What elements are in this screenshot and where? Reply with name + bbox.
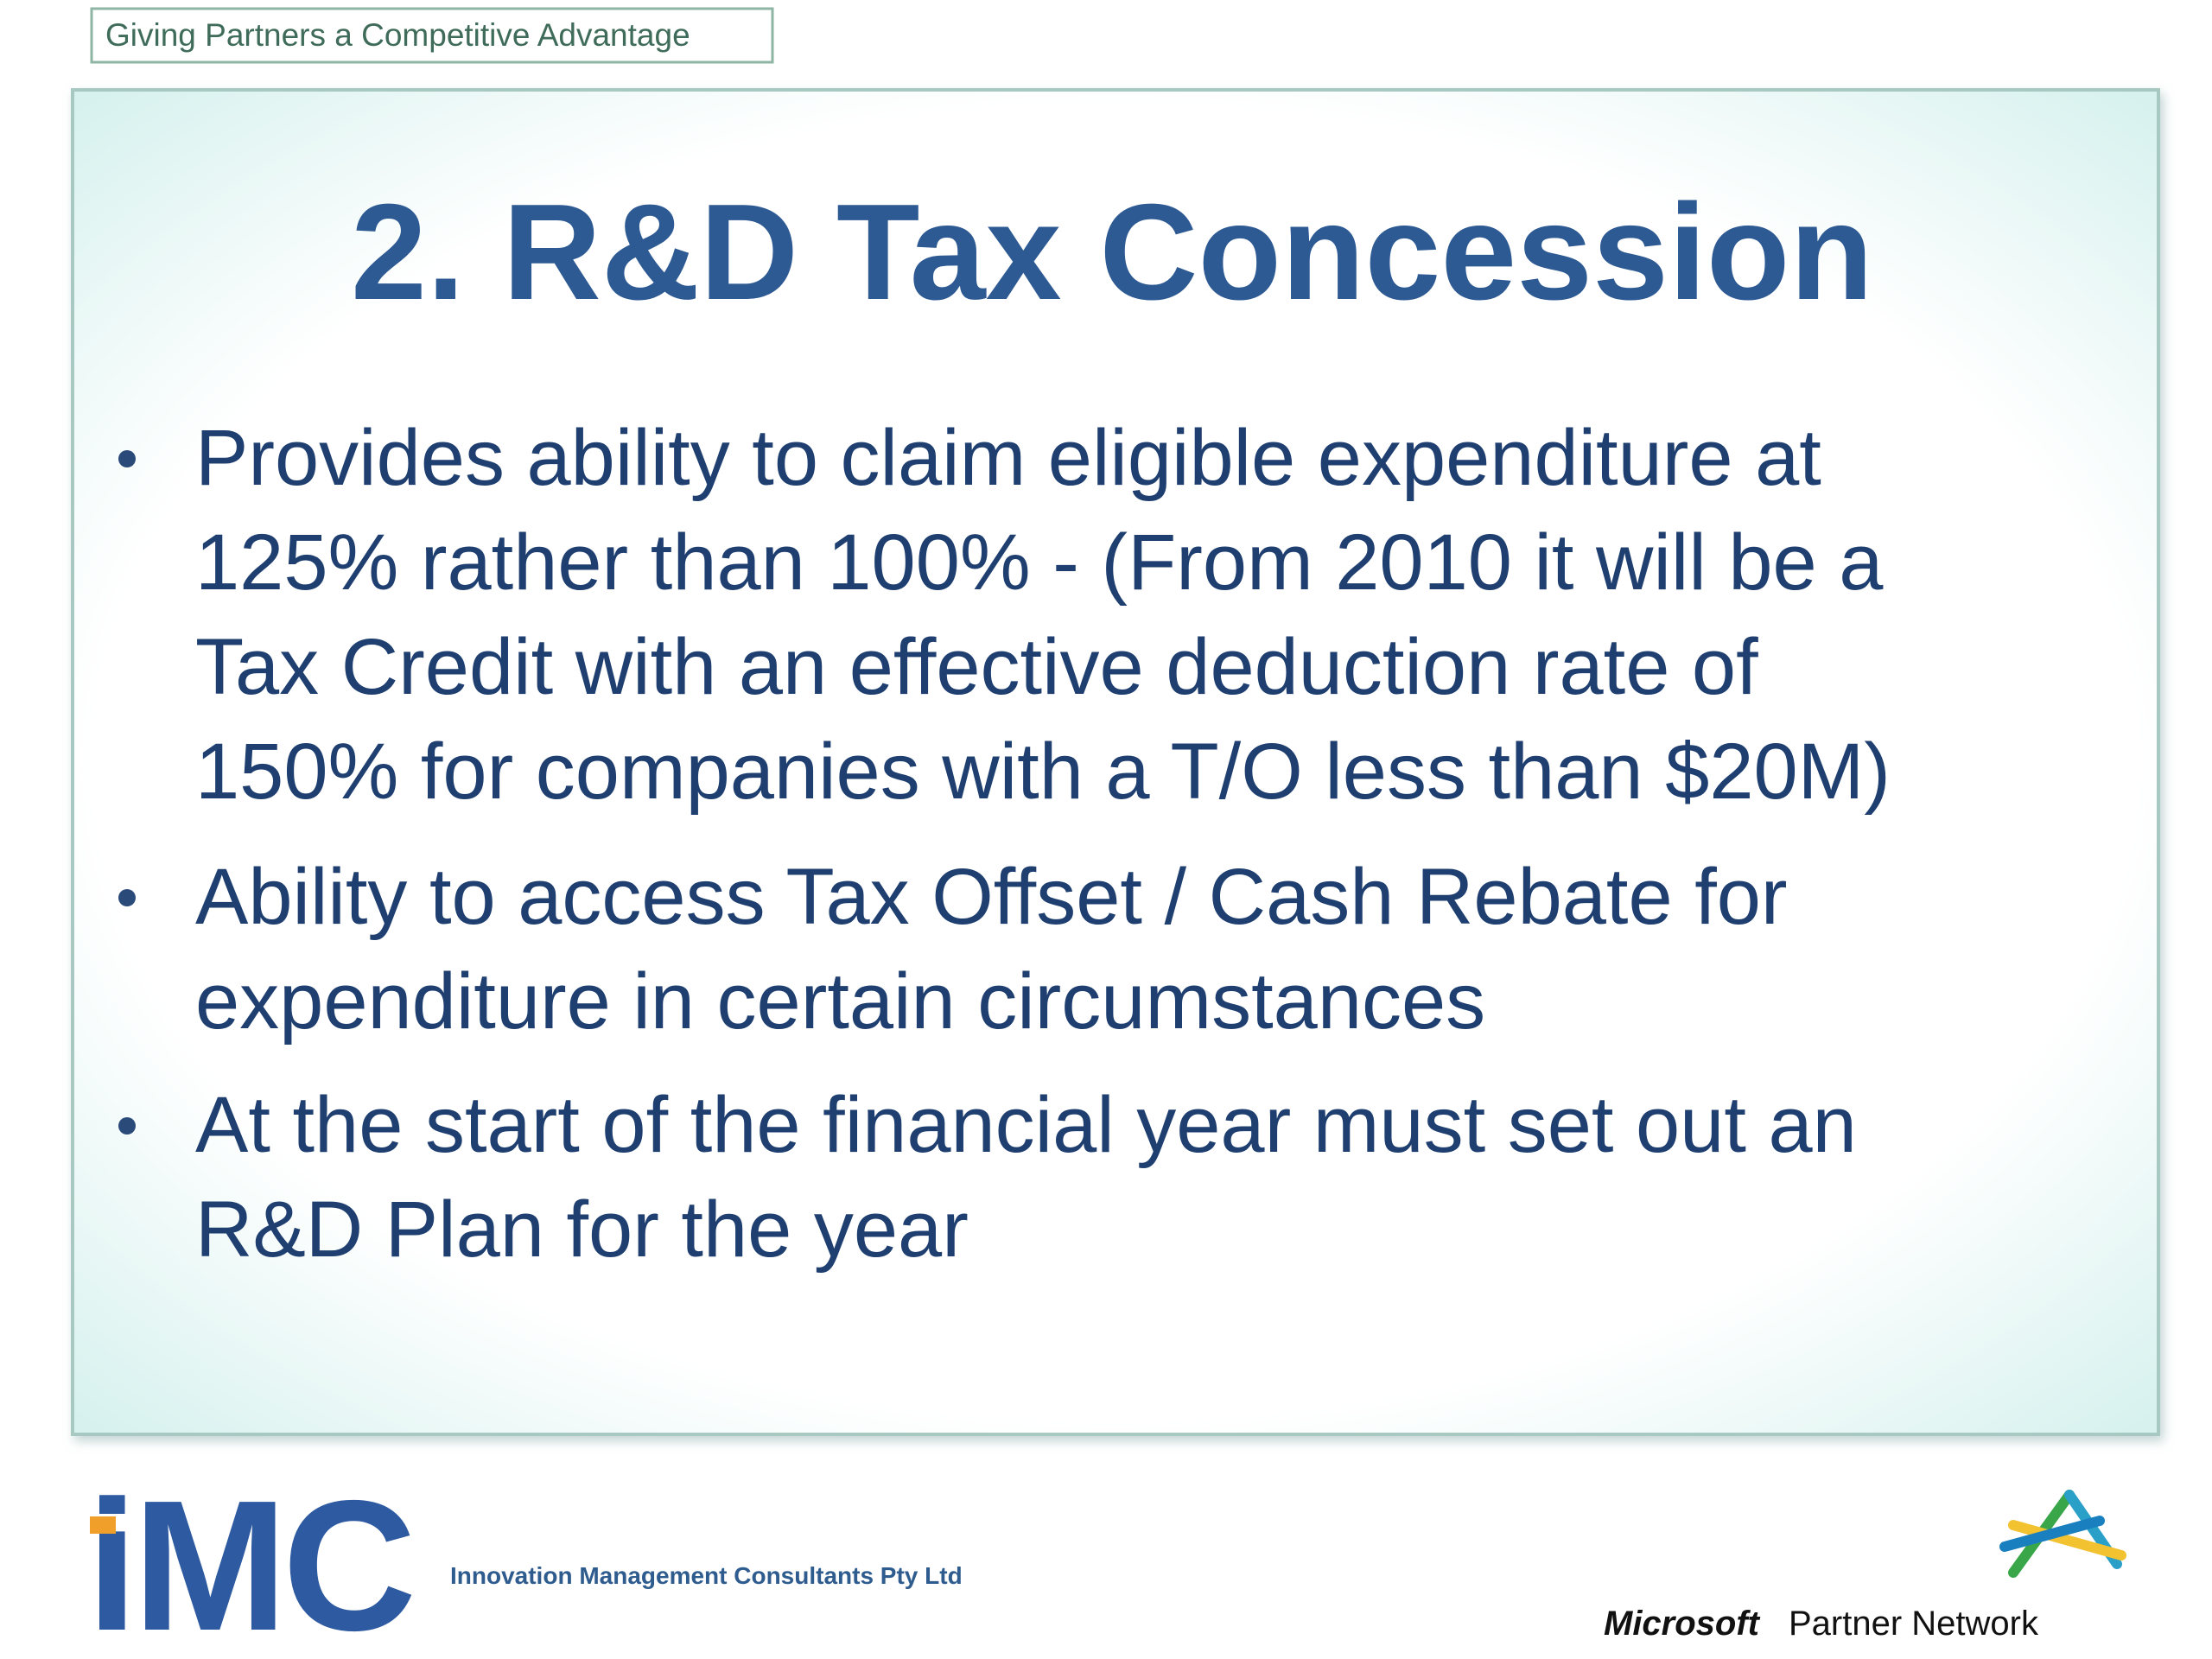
bullet-line: R&D Plan for the year	[195, 1185, 969, 1274]
partner-program: Partner Network	[1789, 1605, 2039, 1643]
bullet-list: Provides ability to claim eligible expen…	[118, 414, 1891, 1274]
bullet-line: Provides ability to claim eligible expen…	[195, 414, 1821, 502]
bullet-dot	[118, 889, 136, 906]
partner-icon	[1999, 1490, 2126, 1578]
bullet-dot	[118, 450, 136, 467]
imc-logo: iMC	[86, 1461, 412, 1659]
company-name: Innovation Management Consultants Pty Lt…	[450, 1562, 963, 1589]
bullet-line: At the start of the financial year must …	[195, 1081, 1857, 1169]
bullet-line: Ability to access Tax Offset / Cash Reba…	[195, 853, 1788, 941]
partner-brand: Microsoft	[1604, 1605, 1761, 1643]
slide-panel	[71, 88, 2160, 1436]
logo-dot	[90, 1516, 116, 1534]
bullet-line: expenditure in certain circumstances	[195, 957, 1485, 1046]
bullet-line: Tax Credit with an effective deduction r…	[195, 623, 1758, 711]
tagline: Giving Partners a Competitive Advantage	[105, 17, 690, 53]
bullet-line: 150% for companies with a T/O less than …	[195, 728, 1891, 816]
bullet-line: 125% rather than 100% - (From 2010 it wi…	[195, 518, 1884, 607]
tagline-box	[90, 7, 774, 64]
bullet-dot	[118, 1117, 136, 1135]
slide-title: 2. R&D Tax Concession	[351, 176, 1873, 328]
